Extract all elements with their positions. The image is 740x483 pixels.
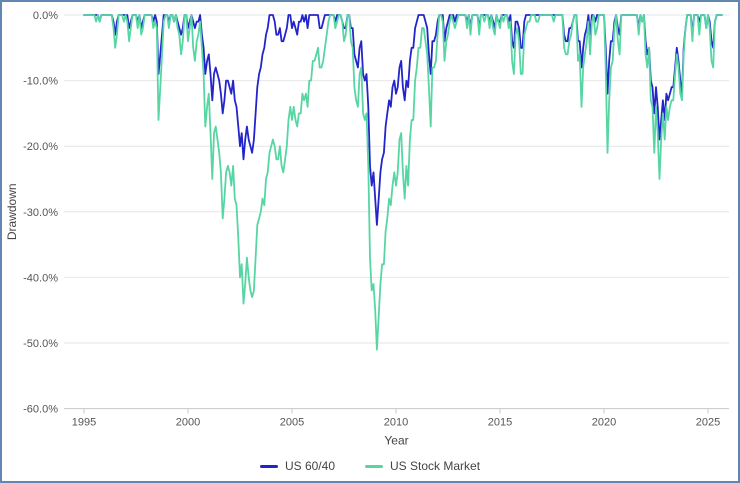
- x-tick-label: 2000: [176, 417, 200, 429]
- us-stock-market-line[interactable]: [83, 14, 723, 351]
- y-tick-label: -10.0%: [23, 76, 58, 88]
- y-tick-label: -20.0%: [23, 141, 58, 153]
- x-tick-label: 2015: [488, 417, 512, 429]
- x-axis-title: Year: [384, 434, 408, 448]
- x-tick-label: 2005: [280, 417, 304, 429]
- drawdown-chart[interactable]: 0.0% -10.0% -20.0% -30.0% -40.0% -50.0% -60.0%…: [2, 2, 740, 452]
- y-tick-label: -40.0%: [23, 272, 58, 284]
- y-tick-label: -60.0%: [23, 404, 58, 416]
- legend-label-us-60-40: US 60/40: [284, 459, 335, 473]
- legend-label-us-stock-market: US Stock Market: [390, 459, 481, 473]
- x-tick-label: 1995: [72, 417, 96, 429]
- y-tick-label: 0.0%: [33, 10, 58, 22]
- legend-item-us-60-40[interactable]: US 60/40: [259, 459, 335, 473]
- x-tick-label: 2020: [592, 417, 616, 429]
- y-axis-title: Drawdown: [5, 183, 19, 240]
- y-tick-label: -50.0%: [23, 338, 58, 350]
- chart-legend: US 60/40 US Stock Market: [2, 459, 738, 473]
- x-tick-label: 2010: [384, 417, 408, 429]
- x-tick-label: 2025: [696, 417, 720, 429]
- y-tick-label: -30.0%: [23, 207, 58, 219]
- legend-item-us-stock-market[interactable]: US Stock Market: [365, 459, 480, 473]
- legend-swatch-us-60-40: [259, 464, 278, 468]
- legend-swatch-us-stock-market: [365, 464, 383, 468]
